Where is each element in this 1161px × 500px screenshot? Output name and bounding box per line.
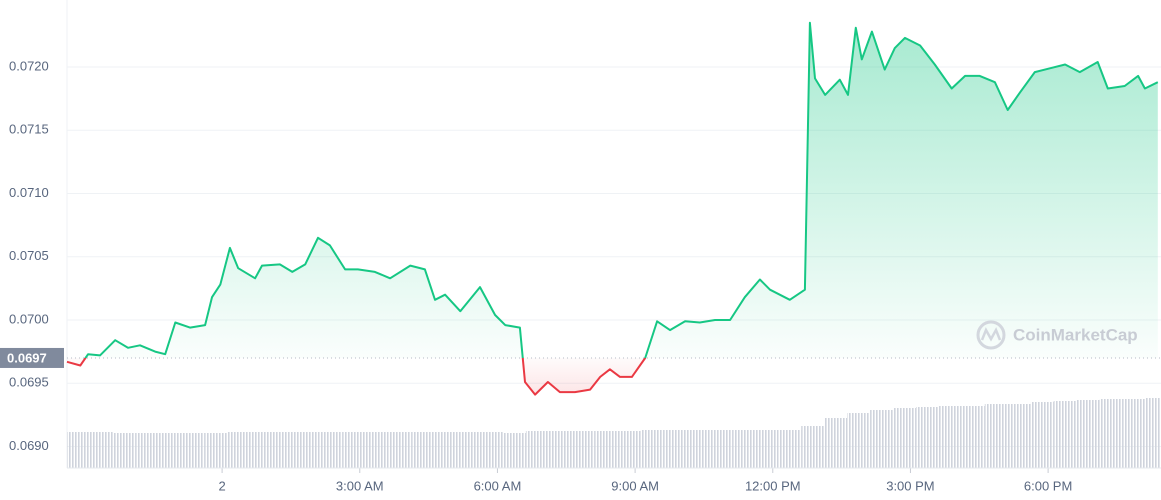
price-area	[67, 22, 1158, 395]
price-line	[66, 21, 1159, 396]
volume-bar	[847, 413, 871, 468]
volume-bar	[594, 431, 618, 468]
baseline-label: 0.0697	[7, 350, 47, 365]
volume-bar	[548, 431, 572, 468]
volume-bar	[571, 431, 595, 468]
volume-bar	[502, 433, 526, 468]
volume-bar	[915, 407, 939, 468]
volume-bar	[824, 418, 848, 468]
x-tick-label: 9:00 AM	[611, 478, 659, 493]
volume-bar	[411, 432, 435, 468]
volume-bar	[755, 430, 779, 468]
volume-bar	[1076, 400, 1100, 468]
x-tick-label: 3:00 PM	[886, 478, 934, 493]
volume-bar	[204, 433, 228, 468]
volume-bar	[480, 432, 503, 468]
x-tick-label: 2	[218, 478, 225, 493]
y-tick-label: 0.0710	[9, 185, 49, 200]
volume-bar	[365, 432, 389, 468]
volume-bar	[89, 432, 113, 468]
volume-bar	[961, 406, 985, 468]
x-tick-label: 6:00 AM	[474, 478, 522, 493]
y-tick-label: 0.0720	[9, 58, 49, 73]
volume-bar	[434, 432, 458, 468]
x-tick-label: 3:00 AM	[336, 478, 384, 493]
volume-bar	[870, 410, 894, 468]
volume-bar	[227, 432, 251, 468]
volume-bar	[893, 408, 916, 468]
volume-bar	[617, 431, 641, 468]
baseline-label-bg	[0, 347, 64, 368]
volume-bar	[296, 432, 320, 468]
volume-bar	[663, 430, 687, 468]
volume-bar	[135, 433, 159, 468]
volume-bar	[938, 406, 962, 468]
y-tick-label: 0.0705	[9, 248, 49, 263]
y-tick-label: 0.0700	[9, 311, 49, 326]
volume-bar	[1007, 404, 1031, 468]
volume-bar	[273, 432, 297, 468]
x-tick-label: 6:00 PM	[1024, 478, 1072, 493]
volume-bar	[158, 433, 182, 468]
watermark: CoinMarketCap	[976, 320, 1138, 350]
volume-bar	[709, 430, 733, 468]
volume-bar	[112, 433, 136, 468]
volume-bar	[525, 431, 549, 468]
volume-bar	[984, 404, 1008, 468]
volume-bar	[388, 432, 412, 468]
volume-bar	[1053, 401, 1077, 468]
volume-bar	[686, 430, 710, 468]
volume-bar	[457, 432, 481, 468]
volume-bar	[778, 430, 802, 468]
y-tick-label: 0.0695	[9, 375, 49, 390]
volume-bar	[67, 432, 90, 468]
volume-bar	[319, 432, 343, 468]
volume-bar	[1145, 398, 1161, 468]
volume-bar	[181, 433, 205, 468]
volume-bar	[1122, 399, 1146, 468]
volume-bar	[1099, 399, 1123, 468]
volume-bar	[250, 432, 274, 468]
x-tick-label: 12:00 PM	[745, 478, 801, 493]
volume-bar	[342, 432, 366, 468]
watermark-text: CoinMarketCap	[1013, 325, 1138, 344]
volume-bar	[732, 430, 756, 468]
volume-bar	[640, 430, 664, 468]
volume-bar	[801, 426, 825, 468]
volume-bar	[1030, 402, 1054, 468]
y-tick-label: 0.0715	[9, 122, 49, 137]
y-tick-label: 0.0690	[9, 438, 49, 453]
